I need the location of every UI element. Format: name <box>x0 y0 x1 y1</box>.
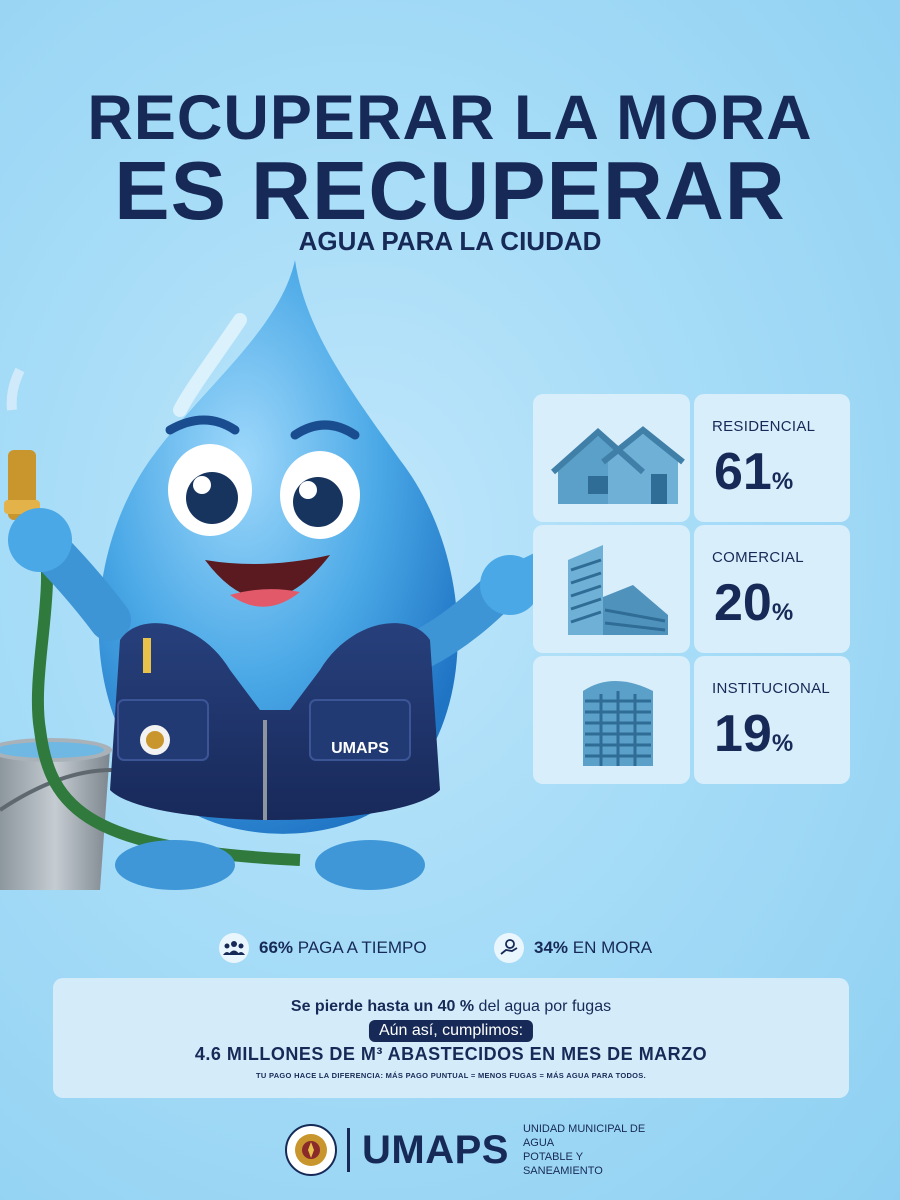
headline-line-3: AGUA PARA LA CIUDAD <box>298 226 602 256</box>
category-label-residencial: RESIDENCIAL <box>712 418 816 435</box>
bucket <box>0 738 113 890</box>
water-drop-mascot-illustration: UMAPS <box>0 260 560 890</box>
residencial-card: RESIDENCIAL 61% <box>694 394 850 522</box>
category-value-institucional: 19% <box>714 705 794 763</box>
footer-brand: UMAPS UNIDAD MUNICIPAL DE AGUA POTABLE Y… <box>285 1120 663 1180</box>
municipal-seal-logo <box>285 1124 337 1176</box>
people-group-icon <box>219 933 249 963</box>
achievement-pill: Aún así, cumplimos: <box>368 1020 534 1042</box>
residencial-icon-card <box>533 394 690 522</box>
headline-line-1: RECUPERAR LA MORA <box>87 83 813 153</box>
commercial-building-icon <box>568 545 668 635</box>
house-icon <box>551 426 685 504</box>
comercial-card: COMERCIAL 20% <box>694 525 850 653</box>
supply-statement: 4.6 MILLONES DE M³ ABASTECIDOS EN MES DE… <box>194 1044 708 1064</box>
hand-coin-icon <box>494 933 524 963</box>
umaps-tagline: UNIDAD MUNICIPAL DE AGUA POTABLE Y SANEA… <box>522 1123 646 1177</box>
institucional-card: INSTITUCIONAL 19% <box>694 656 850 784</box>
vest-brand-text: UMAPS <box>331 740 389 757</box>
umaps-logo-text: UMAPS <box>362 1127 509 1172</box>
arrears-stat: 34% EN MORA <box>494 933 652 963</box>
comercial-icon-card <box>533 525 690 653</box>
footer-divider <box>347 1128 350 1172</box>
on-time-stat: 66% PAGA A TIEMPO <box>219 933 427 963</box>
category-label-comercial: COMERCIAL <box>712 549 804 566</box>
arrears-value: 34% <box>534 938 569 957</box>
arrears-label: EN MORA <box>572 938 653 957</box>
on-time-label: PAGA A TIEMPO <box>297 938 427 957</box>
info-box: Se pierde hasta un 40 % del agua por fug… <box>53 978 849 1098</box>
category-value-residencial: 61% <box>714 443 794 501</box>
payment-footnote: TU PAGO HACE LA DIFERENCIA: MÁS PAGO PUN… <box>255 1071 646 1080</box>
headline-line-2: ES RECUPERAR <box>114 144 786 237</box>
category-value-comercial: 20% <box>714 574 794 632</box>
water-loss-text: Se pierde hasta un 40 % del agua por fug… <box>290 998 612 1015</box>
institucional-icon-card <box>533 656 690 784</box>
on-time-value: 66% <box>259 938 294 957</box>
category-label-institucional: INSTITUCIONAL <box>712 680 831 697</box>
institutional-building-icon <box>583 681 653 766</box>
